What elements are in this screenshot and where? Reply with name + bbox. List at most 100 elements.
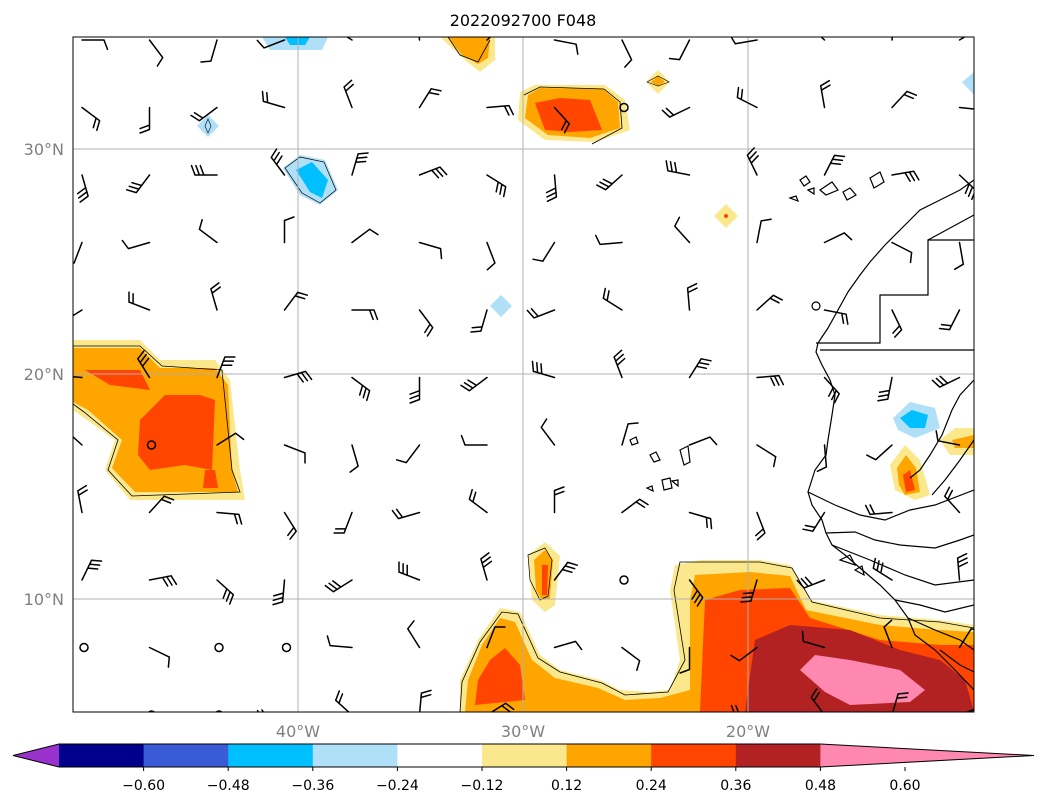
wind-barb — [468, 488, 488, 514]
wind-barb — [877, 376, 893, 402]
wind-barb — [256, 39, 286, 49]
colorbar-segment — [566, 744, 652, 767]
wind-barb — [76, 174, 89, 203]
wind-barb — [283, 444, 306, 464]
wind-barb — [553, 39, 579, 55]
wind-barb — [935, 430, 961, 446]
wind-barb — [407, 620, 421, 649]
colorbar-segment — [735, 744, 821, 767]
wind-barb — [866, 444, 893, 461]
wind-barb — [755, 511, 766, 541]
wind-barb — [756, 374, 785, 387]
colorbar-outline — [12, 743, 1035, 768]
wind-barb — [820, 37, 826, 41]
wind-barb — [823, 154, 846, 176]
wind-barb — [892, 692, 909, 712]
lon-label-40w: 40°W — [276, 722, 320, 741]
colorbar-tick-label: 0.36 — [720, 778, 751, 794]
wind-barb — [470, 309, 488, 333]
wind-barb — [460, 376, 488, 392]
wind-barb — [190, 106, 218, 122]
wind-barb — [148, 495, 175, 514]
wind-barb — [958, 37, 966, 41]
wind-barb — [148, 39, 164, 67]
wind-barb — [351, 228, 379, 244]
wind-barb — [819, 79, 831, 109]
wind-barb — [796, 576, 826, 589]
wind-barb — [128, 291, 151, 311]
wind-barb — [398, 561, 421, 581]
colorbar-segment — [312, 744, 398, 767]
map-gridlines — [73, 37, 974, 712]
map-frame — [72, 36, 975, 713]
wind-barb — [661, 106, 691, 118]
wind-barb — [688, 579, 704, 607]
colorbar-segment — [143, 744, 229, 767]
wind-barb — [418, 309, 434, 337]
calm-wind-marker — [619, 575, 629, 585]
wind-barb — [953, 241, 965, 271]
wind-barb — [891, 90, 918, 109]
colorbar-segment — [482, 744, 568, 767]
wind-barb — [674, 216, 691, 244]
wind-barb — [667, 715, 690, 733]
wind-barb — [351, 152, 369, 176]
wind-barb — [409, 376, 421, 404]
wind-barb — [148, 646, 171, 668]
wind-barb — [532, 241, 556, 262]
calm-wind-marker — [79, 642, 89, 653]
colorbar-tick-label: 0.24 — [636, 778, 667, 794]
wind-barb — [613, 349, 626, 379]
wind-barb — [418, 166, 448, 179]
wind-barb — [81, 106, 101, 132]
wind-barb — [891, 309, 903, 338]
wind-barb — [730, 704, 740, 712]
wind-barb — [958, 628, 974, 649]
map-title: 2022092700 F048 — [450, 11, 597, 30]
latitude-labels: 30°N 20°N 10°N — [24, 140, 64, 609]
wind-barb — [958, 106, 974, 110]
negative-anomaly-regions — [197, 37, 974, 438]
wind-barb — [802, 511, 826, 532]
wind-barb — [270, 148, 286, 176]
wind-barb — [198, 218, 218, 244]
lat-label-20n: 20°N — [24, 365, 64, 384]
wind-barb — [490, 702, 515, 712]
wind-barb — [351, 376, 371, 402]
wind-barb — [555, 715, 576, 733]
colorbar-tick-label: 0.12 — [551, 778, 582, 794]
colorbar-tick-label: −0.24 — [376, 778, 419, 794]
wind-barb — [486, 174, 507, 198]
wind-barb — [823, 232, 853, 244]
colorbar-extend-min — [13, 744, 59, 767]
wind-barb — [688, 436, 718, 446]
calm-wind-marker — [215, 710, 223, 712]
wind-barb — [324, 579, 353, 593]
wind-barb — [883, 619, 893, 649]
wind-barb — [73, 435, 83, 446]
colorbar-segment — [651, 744, 737, 767]
wind-barb — [553, 640, 583, 651]
wind-barb — [343, 79, 354, 109]
wind-barb — [553, 106, 570, 134]
wind-barb — [965, 708, 974, 712]
wind-barb — [801, 630, 826, 649]
wind-barb — [486, 37, 492, 41]
wind-barb — [756, 294, 783, 311]
wind-barb — [553, 486, 565, 514]
wind-barb — [531, 360, 556, 379]
wind-barb — [418, 241, 443, 260]
wind-barb — [621, 422, 639, 446]
wind-barb — [665, 160, 691, 176]
wind-barb — [77, 484, 88, 514]
wind-barb — [125, 174, 151, 194]
wind-barb — [73, 309, 83, 317]
wind-barb — [137, 350, 151, 379]
wind-barb — [944, 486, 961, 514]
wind-barb — [668, 39, 691, 61]
wind-barb — [526, 308, 556, 319]
wind-barb — [553, 561, 579, 581]
wind-barb — [326, 635, 353, 649]
wind-barb — [621, 646, 641, 672]
